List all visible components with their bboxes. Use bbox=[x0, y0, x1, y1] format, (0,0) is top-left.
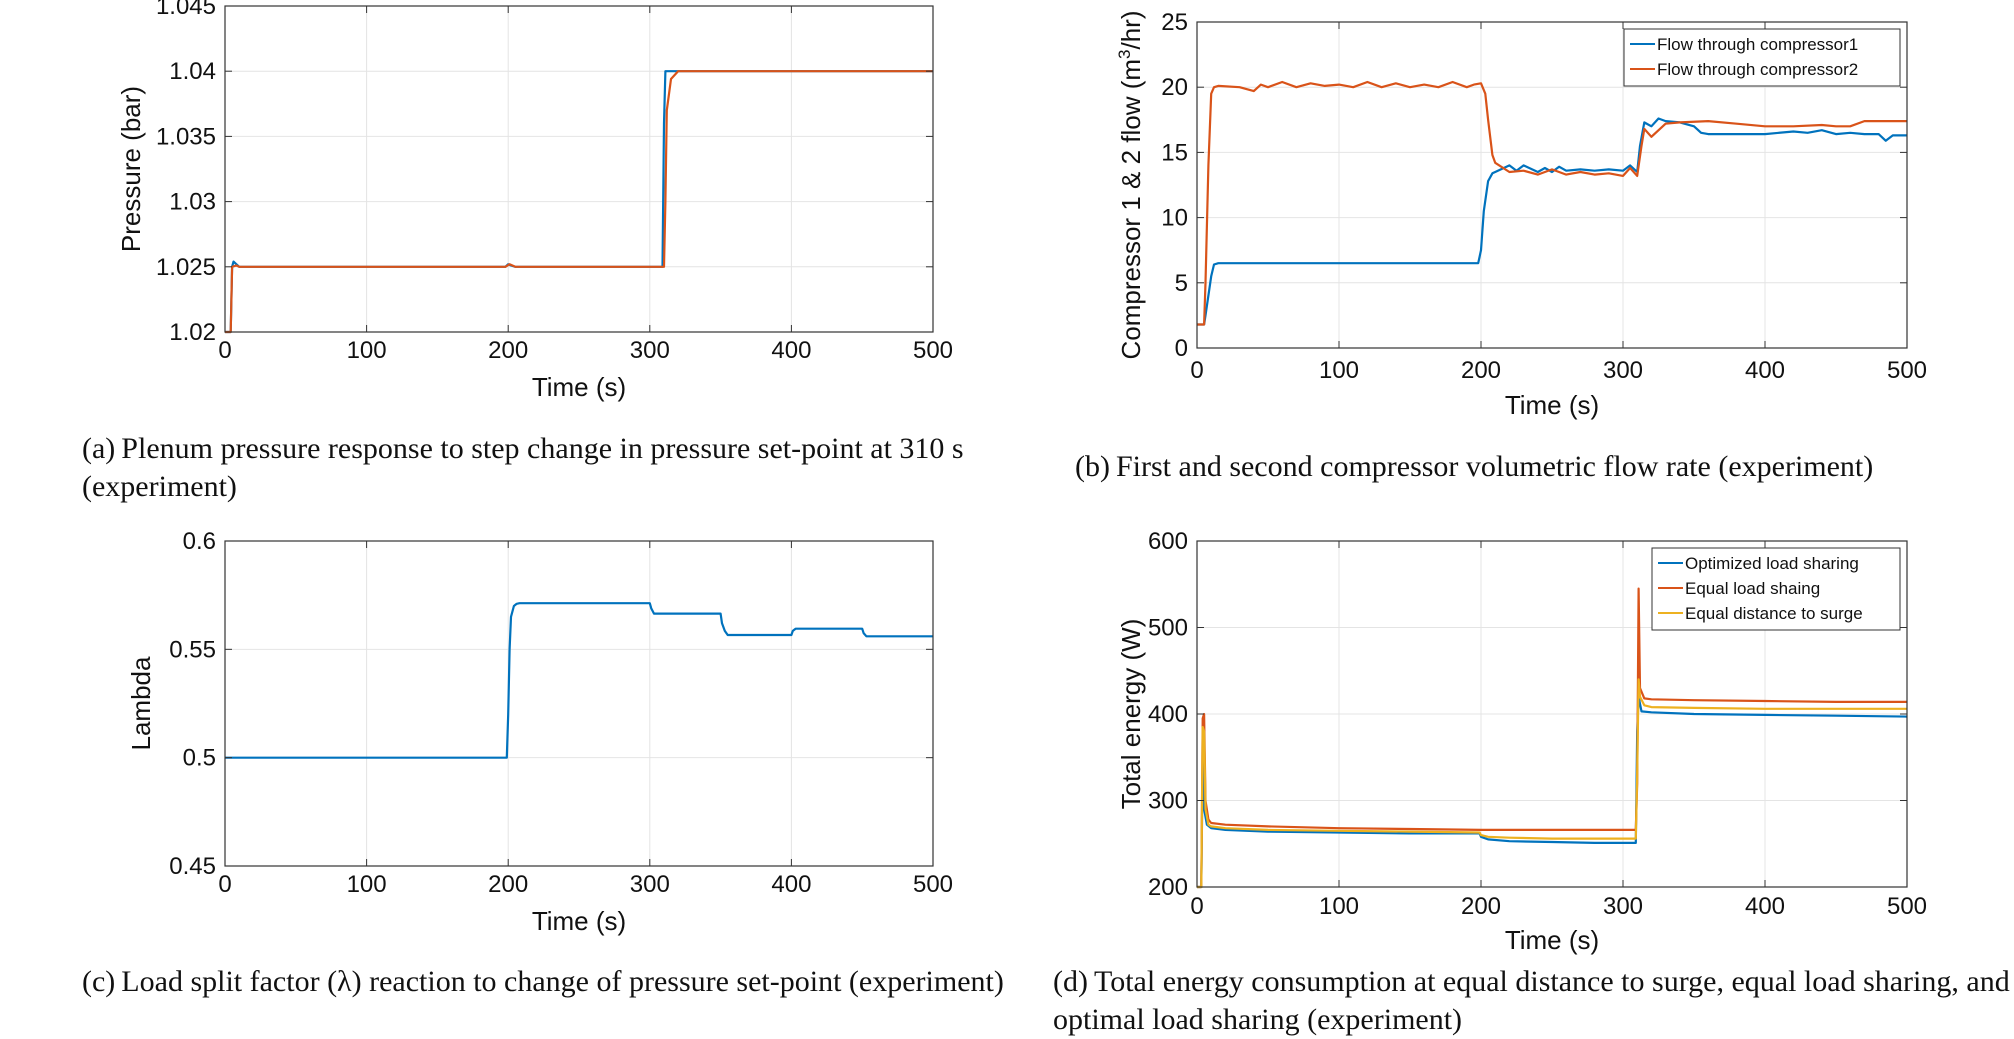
subplot-c: 0 100 200 300 400 500 0.45 0.5 0.55 0.6 Time (s) La… bbox=[0, 520, 1000, 960]
chart-a-xtick-label-2: 200 bbox=[488, 337, 528, 364]
chart-d-ytick-label-4: 600 bbox=[1148, 528, 1188, 555]
chart-b-axes-box bbox=[1196, 21, 1908, 349]
chart-c-xtick-label-2: 200 bbox=[488, 871, 528, 898]
chart-c-xlabel: Time (s) bbox=[532, 906, 626, 936]
chart-a-ytick-label-4: 1.04 bbox=[169, 58, 216, 85]
chart-d-xtick-label-5: 500 bbox=[1887, 893, 1927, 920]
chart-d-xtick-label-0: 0 bbox=[1190, 893, 1203, 920]
chart-b-ylabel: Compressor 1 & 2 flow (m3/hr) bbox=[1115, 11, 1146, 360]
caption-b: (b) First and second compressor volumetri… bbox=[1075, 448, 2014, 486]
chart-d-xtick-label-4: 400 bbox=[1745, 893, 1785, 920]
chart-b-legend-label-0: Flow through compressor1 bbox=[1657, 35, 1858, 54]
chart-b-xlabel: Time (s) bbox=[1505, 390, 1599, 420]
chart-a-ytick-label-2: 1.03 bbox=[169, 189, 216, 216]
caption-a-letter: (a) bbox=[82, 432, 116, 465]
caption-b-letter: (b) bbox=[1075, 450, 1110, 483]
chart-d-legend-box bbox=[1651, 547, 1901, 631]
chart-d-series-0-line bbox=[1197, 695, 1908, 889]
chart-c-ytick-label-2: 0.55 bbox=[169, 636, 216, 663]
chart-b-ytick-label-2: 10 bbox=[1161, 205, 1188, 232]
chart-a-ytick-label-1: 1.025 bbox=[156, 254, 216, 281]
chart-a-xtick-label-1: 100 bbox=[347, 337, 387, 364]
chart-b-ylabel-sup: 3 bbox=[1115, 50, 1134, 59]
chart-a-ytick-label-0: 1.02 bbox=[169, 319, 216, 346]
caption-a: (a) Plenum pressure response to step chan… bbox=[82, 430, 1022, 506]
chart-a-xlabel: Time (s) bbox=[532, 372, 626, 402]
chart-d-legend-label-2: Equal distance to surge bbox=[1685, 604, 1863, 623]
chart-a-ylabel: Pressure (bar) bbox=[116, 86, 146, 252]
chart-c-xtick-label-1: 100 bbox=[347, 871, 387, 898]
subplot-d: 0 100 200 300 400 500 200 300 400 500 600 Time (s) T… bbox=[1000, 520, 2014, 960]
chart-b-legend: Flow through compressor1 Flow through com… bbox=[1623, 28, 1901, 87]
chart-a-series-1-line bbox=[225, 70, 933, 334]
chart-c-ytick-label-0: 0.45 bbox=[169, 853, 216, 880]
chart-a-xtick-label-3: 300 bbox=[630, 337, 670, 364]
chart-b-ytick-label-0: 0 bbox=[1175, 335, 1188, 362]
caption-d-text: Total energy consumption at equal distan… bbox=[1053, 965, 2010, 1036]
chart-c-axes-box bbox=[224, 540, 934, 867]
chart-b-legend-label-1: Flow through compressor2 bbox=[1657, 60, 1858, 79]
chart-c-ytick-label-3: 0.6 bbox=[183, 528, 216, 555]
caption-d-letter: (d) bbox=[1053, 965, 1088, 998]
subplot-a: 0 100 200 300 400 500 1.02 1.025 1.03 1.035 1.04 1.… bbox=[0, 0, 1000, 430]
caption-c: (c) Load split factor (λ) reaction to cha… bbox=[82, 963, 1022, 1001]
chart-b-ytick-label-4: 20 bbox=[1161, 74, 1188, 101]
chart-b-xtick-label-0: 0 bbox=[1190, 357, 1203, 384]
chart-b-ylabel-end: /hr) bbox=[1116, 11, 1146, 50]
chart-c-xtick-label-0: 0 bbox=[218, 871, 231, 898]
chart-a-grid bbox=[224, 5, 934, 333]
chart-b-svg: 0 100 200 300 400 500 0 5 10 15 20 25 Time (s) Compre… bbox=[1115, 9, 1927, 420]
chart-d-xtick-label-2: 200 bbox=[1461, 893, 1501, 920]
caption-c-letter: (c) bbox=[82, 965, 116, 998]
chart-b-ylabel-main: Compressor 1 & 2 flow (m bbox=[1116, 59, 1146, 360]
chart-c-xtick-label-3: 300 bbox=[630, 871, 670, 898]
chart-b-ytick-label-3: 15 bbox=[1161, 139, 1188, 166]
chart-d-ylabel: Total energy (W) bbox=[1116, 619, 1146, 810]
chart-b-xtick-label-5: 500 bbox=[1887, 357, 1927, 384]
chart-a-axes-box bbox=[224, 5, 934, 333]
chart-a-xtick-label-0: 0 bbox=[218, 337, 231, 364]
chart-d-legend: Optimized load sharing Equal load shaing E… bbox=[1651, 547, 1901, 631]
chart-d-legend-label-1: Equal load shaing bbox=[1685, 579, 1820, 598]
chart-c-xtick-label-4: 400 bbox=[771, 871, 811, 898]
chart-d-ytick-label-2: 400 bbox=[1148, 701, 1188, 728]
chart-c-grid bbox=[224, 540, 934, 867]
caption-b-text: First and second compressor volumetric f… bbox=[1115, 450, 1874, 483]
caption-d: (d) Total energy consumption at equal dis… bbox=[1053, 963, 2014, 1039]
chart-d-series-2-line bbox=[1197, 678, 1907, 889]
chart-a-ytick-label-5: 1.045 bbox=[156, 0, 216, 20]
chart-a-xtick-label-5: 500 bbox=[913, 337, 953, 364]
chart-b-series-1-line bbox=[1197, 80, 1907, 326]
caption-c-text: Load split factor (λ) reaction to change… bbox=[121, 965, 1004, 998]
chart-b-series-0-line bbox=[1197, 117, 1907, 326]
chart-b-xtick-label-2: 200 bbox=[1461, 357, 1501, 384]
chart-b-legend-box bbox=[1623, 28, 1901, 87]
chart-b-xtick-label-1: 100 bbox=[1319, 357, 1359, 384]
chart-d-xtick-label-1: 100 bbox=[1319, 893, 1359, 920]
chart-b-ytick-label-1: 5 bbox=[1175, 270, 1188, 297]
chart-d-xlabel: Time (s) bbox=[1505, 925, 1599, 955]
chart-d-ytick-label-0: 200 bbox=[1148, 874, 1188, 901]
chart-b-xtick-label-3: 300 bbox=[1603, 357, 1643, 384]
chart-d-svg: 0 100 200 300 400 500 200 300 400 500 600 Time (s) T… bbox=[1116, 528, 1927, 955]
subplot-b: 0 100 200 300 400 500 0 5 10 15 20 25 Time (s) Compre… bbox=[1000, 0, 2014, 440]
chart-a-svg: 0 100 200 300 400 500 1.02 1.025 1.03 1.035 1.04 1.… bbox=[116, 0, 953, 402]
chart-c-series-0-line bbox=[225, 602, 933, 759]
chart-a-xtick-label-4: 400 bbox=[771, 337, 811, 364]
chart-c-ylabel: Lambda bbox=[126, 656, 156, 750]
chart-a-ytick-label-3: 1.035 bbox=[156, 123, 216, 150]
chart-b-ytick-label-5: 25 bbox=[1161, 9, 1188, 36]
caption-a-text: Plenum pressure response to step change … bbox=[82, 432, 964, 503]
chart-d-legend-label-0: Optimized load sharing bbox=[1685, 554, 1859, 573]
chart-c-ytick-label-1: 0.5 bbox=[183, 745, 216, 772]
chart-d-ytick-label-1: 300 bbox=[1148, 788, 1188, 815]
chart-d-ytick-label-3: 500 bbox=[1148, 615, 1188, 642]
chart-c-svg: 0 100 200 300 400 500 0.45 0.5 0.55 0.6 Time (s) La… bbox=[126, 528, 953, 936]
chart-d-xtick-label-3: 300 bbox=[1603, 893, 1643, 920]
chart-b-xtick-label-4: 400 bbox=[1745, 357, 1785, 384]
chart-c-xtick-label-5: 500 bbox=[913, 871, 953, 898]
